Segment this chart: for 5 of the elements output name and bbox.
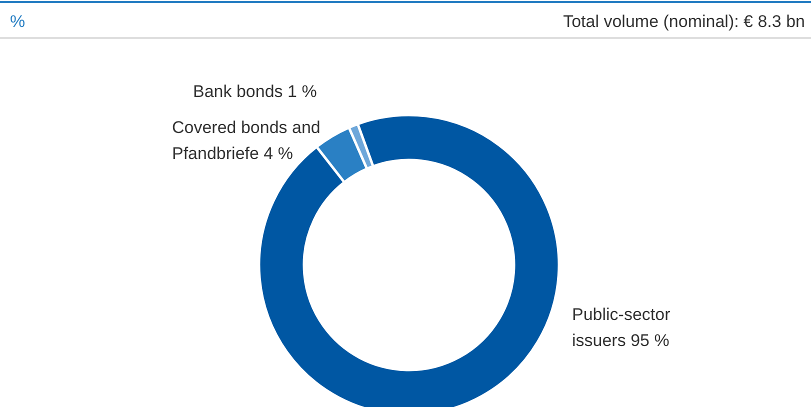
slice-label: Covered bonds and Pfandbriefe 4 % bbox=[172, 118, 320, 163]
text: % bbox=[10, 12, 26, 31]
slice-label: Public-sector issuers 95 % bbox=[572, 305, 671, 350]
chart-subtitle: Total volume (nominal): € 8.3 bn bbox=[563, 12, 805, 31]
slice-label: Bank bonds 1 % bbox=[193, 82, 317, 101]
